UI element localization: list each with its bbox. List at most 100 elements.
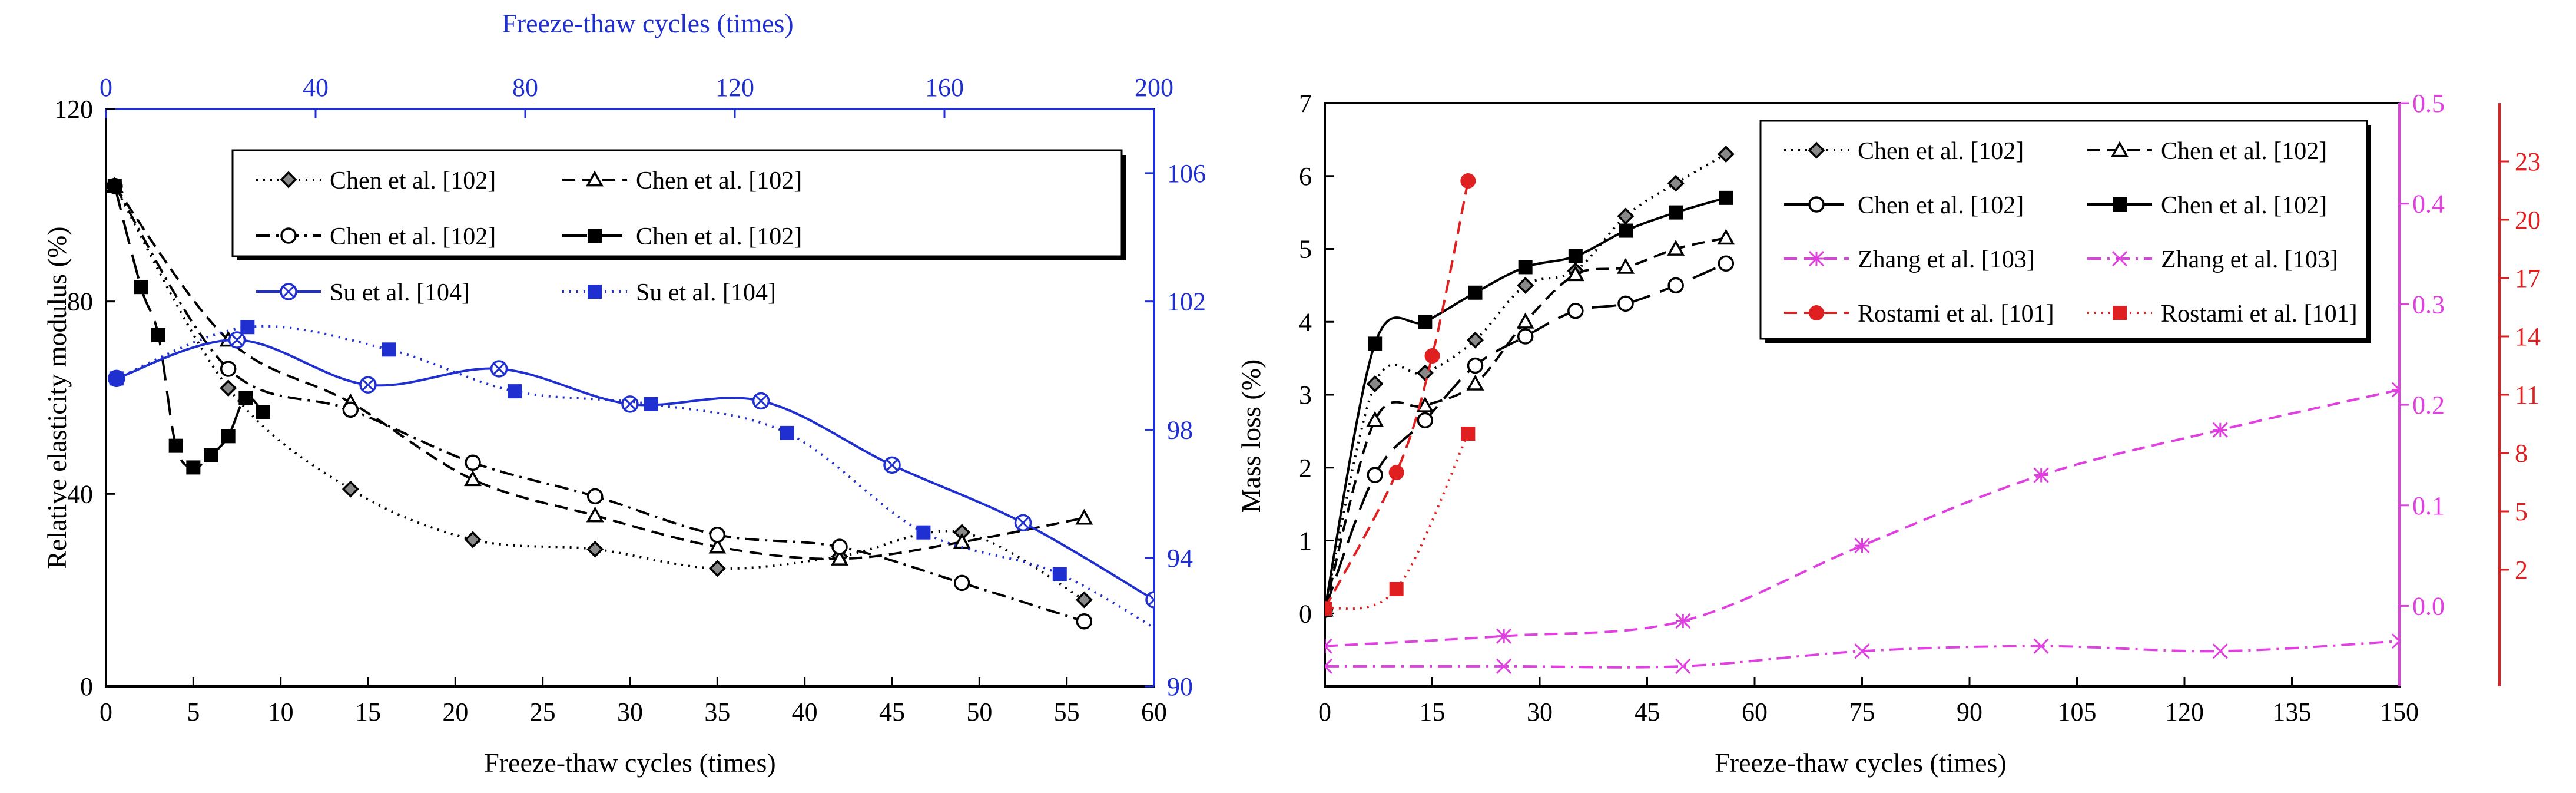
left-top-x-tick-label-2: 80 [512, 73, 538, 102]
left-top-x-tick-label-3: 120 [715, 73, 754, 102]
left-series-1-point-6 [831, 549, 848, 566]
right-legend-entry-4: Zhang et al. [103] [1784, 246, 2035, 273]
left-series-0-point-3 [464, 531, 482, 549]
right-series-4 [1325, 382, 2399, 654]
right-red-axis-tick-label-1: 5 [2515, 497, 2528, 526]
right-series-5-point-0 [1325, 658, 1333, 674]
left-series-3-point-2 [151, 328, 165, 342]
right-series-0-line [1325, 153, 1727, 610]
right-y-tick-label-5: 5 [1299, 235, 1312, 264]
right-series-2-point-7 [1667, 277, 1684, 294]
right-red-axis-tick-label-4: 14 [2515, 322, 2541, 351]
right-series-2-point-3 [1467, 357, 1484, 374]
right-legend-label-3: Chen et al. [102] [2161, 192, 2327, 219]
left-series-4-point-4 [621, 395, 639, 413]
right-legend-entry-3: Chen et al. [102] [2087, 192, 2327, 219]
right-y-tick-label-6: 6 [1299, 162, 1312, 191]
left-y-ticks: 0 40 80 120 [54, 95, 115, 701]
left-series-5-line [116, 325, 1154, 630]
right-legend-entry-1: Chen et al. [102] [2087, 138, 2327, 165]
left-legend-entry-5: Su et al. [104] [562, 279, 776, 306]
right-series-2-point-8 [1718, 255, 1735, 272]
left-series-5 [109, 320, 1154, 630]
right-legend: Chen et al. [102] Chen et al. [102] Chen e… [1759, 120, 2371, 343]
right-series-5-point-1 [1496, 658, 1512, 674]
right-series-7-point-2 [1461, 427, 1476, 441]
left-x-tick-label-5: 25 [530, 698, 556, 726]
right-series-5-point-2 [1675, 658, 1691, 674]
right-x-tick-label-10: 150 [2380, 698, 2419, 726]
right-y-label: Mass loss (%) [1236, 359, 1266, 513]
left-top-x-tick-label-4: 160 [925, 73, 964, 102]
left-series-2-line [114, 185, 1085, 623]
left-legend-marker-0 [280, 171, 297, 189]
right-series-5-line [1325, 640, 2399, 669]
right-legend-label-2: Chen et al. [102] [1858, 192, 2024, 219]
left-x-tick-label-11: 55 [1054, 698, 1080, 726]
left-legend-label-5: Su et al. [104] [636, 279, 776, 306]
right-series-3-point-1 [1368, 336, 1383, 351]
right-legend-label-7: Rostami et al. [101] [2161, 300, 2358, 328]
left-legend-label-4: Su et al. [104] [330, 279, 470, 306]
left-series-4-point-2 [359, 376, 377, 394]
right-series-6 [1325, 173, 1476, 616]
left-x-tick-label-2: 10 [268, 698, 294, 726]
right-pink-axis-tick-label-5: 0.5 [2412, 89, 2445, 118]
left-series-0-point-2 [342, 480, 359, 498]
left-series-2-point-8 [1076, 613, 1093, 630]
left-series-0-point-1 [220, 379, 237, 397]
right-red-axis-tick-label-5: 17 [2515, 264, 2541, 293]
left-x-tick-label-7: 35 [704, 698, 730, 726]
left-y-tick-label-0: 0 [80, 672, 93, 701]
right-series-1-point-3 [1466, 374, 1484, 391]
left-legend-box [231, 149, 1123, 257]
left-legend-entry-3: Chen et al. [102] [562, 223, 802, 250]
left-y-tick-label-2: 80 [67, 288, 93, 316]
left-series-4-line [116, 338, 1154, 601]
left-legend: Chen et al. [102] Chen et al. [102] Chen e… [231, 149, 1126, 306]
right-pink-axis-ticks: 0.0 0.1 0.2 0.3 0.4 0.5 [2398, 89, 2445, 686]
left-legend-marker-1 [586, 170, 604, 187]
right-legend-marker-3 [2113, 197, 2127, 212]
left-series-2-point-3 [465, 454, 481, 471]
right-legend-entry-2: Chen et al. [102] [1784, 192, 2024, 219]
left-right-y-ticks: 90 94 98 102 106 [1145, 109, 1206, 701]
right-series-4-point-2 [1675, 613, 1691, 629]
left-series-2-point-4 [586, 488, 604, 505]
right-series-3-point-8 [1719, 190, 1733, 205]
left-legend-marker-4 [280, 283, 297, 300]
right-series-4-point-3 [1854, 537, 1870, 554]
right-y-tick-label-2: 2 [1299, 454, 1312, 483]
right-series-4-point-1 [1496, 628, 1512, 644]
right-pink-axis-tick-label-2: 0.2 [2412, 391, 2445, 419]
left-right-y-tick-label-3: 102 [1167, 288, 1206, 316]
right-series-0-point-4 [1517, 276, 1534, 294]
left-series-2-point-6 [831, 538, 848, 555]
left-y-label: Relative elasticity modulus (%) [42, 226, 72, 569]
left-legend-marker-5 [588, 285, 602, 299]
left-series-3-point-6 [221, 429, 236, 444]
left-legend-entry-1: Chen et al. [102] [562, 167, 802, 194]
right-series-0 [1325, 146, 1735, 619]
left-series-0-point-8 [1075, 591, 1093, 609]
right-x-tick-label-0: 0 [1318, 698, 1331, 726]
left-y-tick-label-3: 120 [54, 95, 93, 124]
left-series-0-point-4 [586, 540, 604, 558]
right-series-0-point-8 [1717, 146, 1735, 163]
right-series-7-line [1325, 433, 1470, 610]
right-series-2-point-4 [1517, 328, 1534, 345]
left-series-4-point-3 [490, 360, 508, 378]
left-y-tick-label-1: 40 [67, 480, 93, 508]
right-y-tick-label-3: 3 [1299, 381, 1312, 409]
right-x-tick-label-5: 75 [1849, 698, 1875, 726]
right-x-tick-label-2: 30 [1527, 698, 1553, 726]
left-series-0-point-5 [708, 560, 726, 577]
left-series-5-point-3 [508, 384, 522, 399]
right-series-0-point-6 [1617, 207, 1635, 225]
right-series-6-point-3 [1460, 173, 1476, 189]
left-series-5-point-2 [382, 342, 396, 357]
right-pink-axis-tick-label-4: 0.4 [2412, 190, 2445, 219]
left-series-2-point-7 [953, 574, 970, 592]
